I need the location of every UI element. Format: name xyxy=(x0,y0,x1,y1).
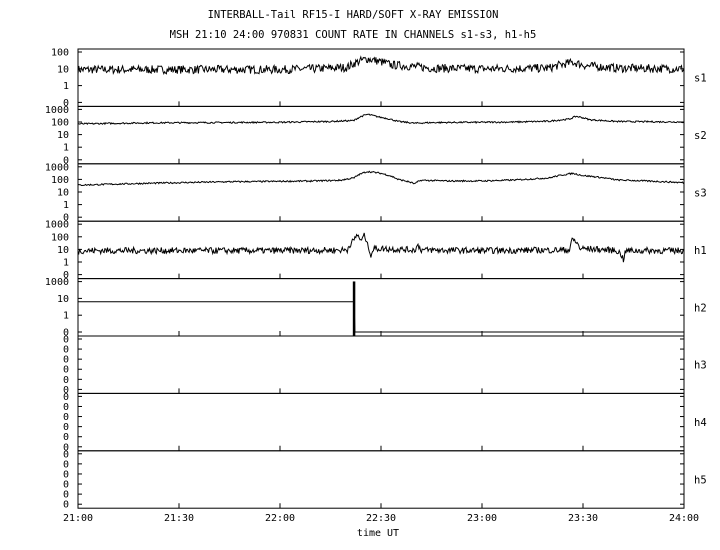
y-tick-label: 1 xyxy=(63,258,69,269)
y-tick-label: 0 xyxy=(63,392,69,403)
y-tick-label: 0 xyxy=(63,480,69,491)
panel-frame xyxy=(77,105,685,165)
y-tick-label: 0 xyxy=(63,469,69,480)
x-tick-label: 24:00 xyxy=(669,513,699,524)
series-line-s2 xyxy=(77,113,685,126)
panel-frame xyxy=(77,450,685,509)
y-tick-label: 0 xyxy=(63,422,69,433)
y-tick-label: 1000 xyxy=(45,105,69,116)
x-axis: 21:00 21:30 22:00 22:30 23:00 23:30 24:00 xyxy=(63,101,699,524)
x-tick-label: 23:00 xyxy=(467,513,497,524)
channel-label-s2: s2 xyxy=(694,130,707,142)
y-tick-label: 10 xyxy=(57,188,69,199)
channel-label-h5: h5 xyxy=(694,475,707,487)
series-line-s1 xyxy=(77,55,685,76)
panel-stack: 1001010s110001001010s210001001010s310001… xyxy=(45,48,707,511)
x-tick-label: 22:30 xyxy=(366,513,396,524)
y-tick-label: 0 xyxy=(63,345,69,356)
x-tick-label: 21:00 xyxy=(63,513,93,524)
y-tick-label: 0 xyxy=(63,335,69,346)
channel-label-s1: s1 xyxy=(694,73,707,85)
y-tick-label: 0 xyxy=(63,442,69,453)
y-tick-label: 100 xyxy=(51,118,69,129)
channel-label-s3: s3 xyxy=(694,188,707,200)
y-tick-label: 0 xyxy=(63,365,69,376)
y-tick-label: 10 xyxy=(57,245,69,256)
y-tick-label: 1 xyxy=(63,81,69,92)
y-tick-label: 1 xyxy=(63,200,69,211)
y-tick-label: 0 xyxy=(63,490,69,501)
y-tick-label: 0 xyxy=(63,412,69,423)
y-tick-label: 1000 xyxy=(45,162,69,173)
panel-frame xyxy=(77,278,685,337)
series-line-s3 xyxy=(77,170,685,187)
y-tick-label: 0 xyxy=(63,459,69,470)
panel-frame xyxy=(77,48,685,107)
x-tick-label: 23:30 xyxy=(568,513,598,524)
y-tick-label: 0 xyxy=(63,270,69,281)
y-tick-label: 0 xyxy=(63,402,69,413)
y-tick-label: 0 xyxy=(63,375,69,386)
y-tick-label: 10 xyxy=(57,294,69,305)
panel-frame xyxy=(77,392,685,452)
x-axis-label: time UT xyxy=(357,528,399,539)
y-tick-label: 100 xyxy=(51,232,69,243)
y-tick-label: 10 xyxy=(57,64,69,75)
y-tick-label: 1000 xyxy=(45,220,69,231)
channel-label-h4: h4 xyxy=(694,417,707,429)
y-tick-label: 1 xyxy=(63,143,69,154)
panel-frame xyxy=(77,163,685,222)
y-tick-label: 0 xyxy=(63,449,69,460)
channel-label-h2: h2 xyxy=(694,302,707,314)
y-tick-label: 10 xyxy=(57,130,69,141)
y-tick-label: 100 xyxy=(51,48,69,59)
y-tick-label: 0 xyxy=(63,385,69,396)
series-line-h2 xyxy=(78,301,684,333)
chart-title: INTERBALL-Tail RF15-I HARD/SOFT X-RAY EM… xyxy=(208,9,499,21)
panel-frame xyxy=(77,335,685,394)
y-tick-label: 1 xyxy=(63,311,69,322)
chart-subtitle: MSH 21:10 24:00 970831 COUNT RATE IN CHA… xyxy=(170,29,537,41)
series-line-h1 xyxy=(77,232,685,263)
y-tick-label: 0 xyxy=(63,155,69,166)
y-tick-label: 0 xyxy=(63,213,69,224)
channel-label-h3: h3 xyxy=(694,360,707,372)
y-tick-label: 1000 xyxy=(45,277,69,288)
x-tick-label: 22:00 xyxy=(265,513,295,524)
y-tick-label: 0 xyxy=(63,355,69,366)
x-tick-label: 21:30 xyxy=(164,513,194,524)
y-tick-label: 0 xyxy=(63,328,69,339)
y-tick-label: 0 xyxy=(63,500,69,511)
y-tick-label: 0 xyxy=(63,98,69,109)
y-tick-label: 0 xyxy=(63,432,69,443)
channel-label-h1: h1 xyxy=(694,245,707,257)
y-tick-label: 100 xyxy=(51,175,69,186)
